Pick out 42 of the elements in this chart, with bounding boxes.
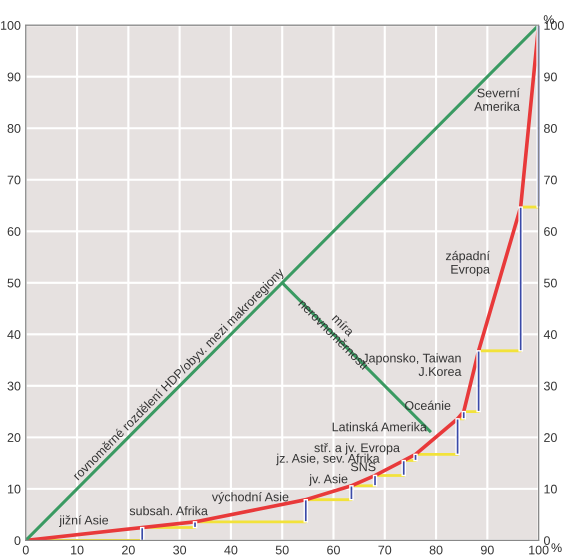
y2-tick-label: 0 bbox=[544, 536, 550, 546]
annotation: západní Evropa bbox=[446, 250, 490, 276]
x-tick-label: 20 bbox=[122, 546, 135, 554]
annotation: jv. Asie bbox=[308, 474, 348, 486]
annotation: Oceánie bbox=[404, 400, 450, 410]
x-tick-label: 60 bbox=[327, 546, 340, 554]
y2-tick-label: 60 bbox=[544, 227, 557, 236]
x-tick-label: 100 bbox=[529, 546, 549, 554]
y-tick-label: 30 bbox=[8, 382, 20, 390]
x-tick-label: 90 bbox=[480, 546, 494, 554]
annotation: jižní Asie bbox=[59, 515, 108, 528]
annotation: Severní Amerika bbox=[474, 88, 520, 111]
y-tick-label: 60 bbox=[8, 227, 20, 236]
y2-tick-label: 90 bbox=[544, 72, 557, 82]
y-tick-label: 90 bbox=[8, 72, 20, 82]
y2-tick-label: 70 bbox=[544, 176, 557, 184]
y-tick-label: 80 bbox=[8, 124, 20, 133]
y-tick-label: 100 bbox=[1, 21, 20, 30]
x-tick-label: 40 bbox=[224, 546, 238, 554]
x-tick-label: 50 bbox=[276, 546, 289, 554]
y-tick-label: 40 bbox=[7, 330, 20, 339]
annotation: subsah. Afrika bbox=[130, 506, 208, 516]
y-tick-label: 20 bbox=[8, 433, 20, 442]
x-tick-label: 0 bbox=[22, 546, 29, 554]
y-tick-label: 0 bbox=[14, 536, 20, 546]
y-tick-label: 10 bbox=[8, 484, 20, 494]
y2-tick-label: 10 bbox=[544, 484, 557, 494]
annotation: východní Asie bbox=[212, 492, 288, 504]
y2-tick-label: 80 bbox=[544, 124, 557, 133]
x-tick-label: 10 bbox=[71, 546, 84, 554]
y2-tick-label: 50 bbox=[544, 278, 557, 288]
annotation: SNS bbox=[350, 462, 376, 472]
x-tick-label: 80 bbox=[430, 546, 443, 554]
annotation: stř. a jv. Evropa bbox=[314, 442, 400, 455]
y2-tick-label: 20 bbox=[544, 433, 557, 442]
x-axis-title: % bbox=[551, 543, 562, 552]
y2-tick-label: 30 bbox=[544, 382, 557, 390]
y-tick-label: 50 bbox=[8, 278, 20, 288]
y-tick-label: 70 bbox=[8, 176, 20, 184]
x-tick-label: 30 bbox=[173, 546, 186, 554]
x-tick-label: 70 bbox=[378, 546, 392, 554]
y2-tick-label: 40 bbox=[544, 330, 557, 339]
